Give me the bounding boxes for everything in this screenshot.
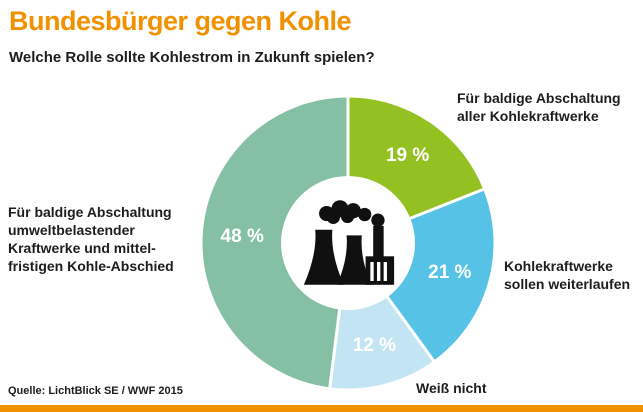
- segment-label-abschaltung-umweltbelastende: Für baldige Abschaltung umweltbelastende…: [8, 204, 174, 274]
- segment-value-label: 48 %: [221, 226, 264, 247]
- chart-question: Welche Rolle sollte Kohlestrom in Zukunf…: [9, 49, 375, 66]
- segment-label-weiss-nicht: Weiß nicht: [416, 380, 487, 396]
- segment-label-abschaltung-alle: Für baldige Abschaltung aller Kohlekraft…: [457, 90, 621, 124]
- segment-value-label: 19 %: [386, 145, 429, 166]
- source-credit: Quelle: LichtBlick SE / WWF 2015: [8, 385, 183, 397]
- power-plant-icon: [301, 199, 396, 287]
- segment-label-weiterlaufen: Kohlekraftwerke sollen weiterlaufen: [504, 258, 631, 292]
- segment-value-label: 21 %: [428, 262, 471, 283]
- footer-accent-bar: [0, 405, 643, 412]
- donut-segment-abschaltung-umweltbelastende: [199, 94, 350, 391]
- page-title: Bundesbürger gegen Kohle: [9, 6, 352, 36]
- segment-value-label: 12 %: [353, 335, 396, 356]
